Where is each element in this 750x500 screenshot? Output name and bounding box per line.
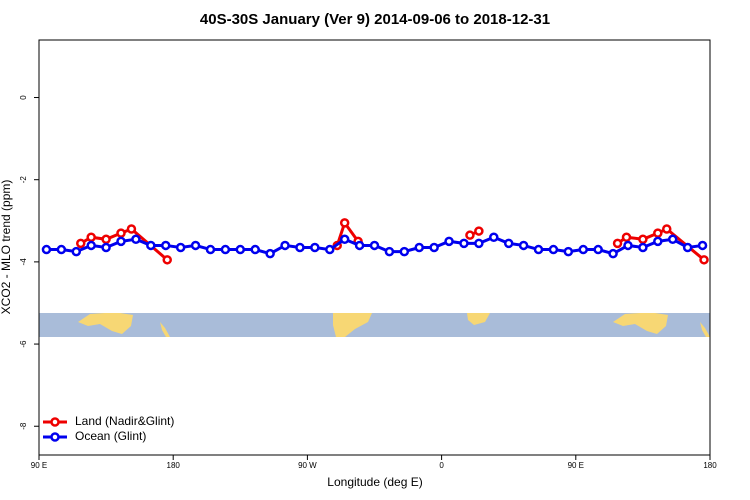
x-tick-label: 180 bbox=[703, 461, 717, 470]
point bbox=[295, 242, 305, 253]
point bbox=[444, 236, 454, 247]
point bbox=[339, 218, 350, 228]
point bbox=[116, 228, 126, 238]
point bbox=[414, 242, 424, 253]
y-tick-label: -8 bbox=[19, 422, 28, 430]
point bbox=[533, 244, 544, 255]
point bbox=[71, 246, 82, 257]
point bbox=[518, 240, 529, 251]
point bbox=[101, 242, 111, 253]
chart-title: 40S-30S January (Ver 9) 2014-09-06 to 20… bbox=[200, 11, 550, 28]
map-strip bbox=[39, 313, 710, 337]
point bbox=[623, 240, 633, 251]
point bbox=[190, 240, 201, 251]
point bbox=[621, 232, 632, 242]
point bbox=[682, 242, 693, 253]
point bbox=[220, 244, 231, 255]
point bbox=[146, 240, 156, 251]
point bbox=[638, 234, 648, 245]
legend-marker bbox=[50, 432, 60, 442]
point bbox=[250, 244, 260, 255]
point bbox=[653, 236, 663, 247]
point bbox=[399, 246, 410, 257]
point bbox=[612, 238, 623, 249]
point bbox=[76, 238, 86, 249]
x-axis-label: Longitude (deg E) bbox=[327, 475, 422, 489]
y-tick-label: 0 bbox=[19, 95, 28, 100]
point bbox=[354, 240, 365, 251]
x-tick-label: 90 E bbox=[568, 461, 584, 470]
y-tick-label: -2 bbox=[19, 176, 28, 184]
point bbox=[265, 248, 275, 259]
y-tick-label: -6 bbox=[19, 340, 28, 348]
point bbox=[608, 248, 618, 259]
point bbox=[235, 244, 246, 255]
point bbox=[474, 226, 484, 236]
point bbox=[459, 238, 469, 249]
point bbox=[325, 244, 335, 255]
point bbox=[205, 244, 216, 255]
point bbox=[667, 234, 678, 245]
point bbox=[593, 244, 603, 255]
point bbox=[503, 238, 514, 249]
plot-frame bbox=[38, 39, 711, 456]
point bbox=[280, 240, 290, 251]
point bbox=[41, 244, 52, 255]
point bbox=[662, 224, 672, 234]
point bbox=[369, 240, 380, 251]
point bbox=[339, 234, 350, 245]
x-tick-label: 90 E bbox=[31, 461, 47, 470]
legend-marker bbox=[50, 417, 60, 427]
point bbox=[175, 242, 186, 253]
point bbox=[638, 242, 648, 253]
legend-label: Ocean (Glint) bbox=[75, 429, 146, 443]
point bbox=[548, 244, 559, 255]
point bbox=[86, 240, 96, 251]
point bbox=[56, 244, 67, 255]
point bbox=[126, 224, 137, 234]
x-tick-label: 180 bbox=[167, 461, 181, 470]
point bbox=[653, 228, 663, 238]
point bbox=[162, 255, 172, 265]
point bbox=[86, 232, 96, 242]
point bbox=[489, 232, 499, 242]
x-tick-label: 90 W bbox=[298, 461, 317, 470]
point bbox=[384, 246, 395, 257]
point bbox=[563, 246, 574, 257]
point bbox=[699, 255, 709, 265]
point bbox=[116, 236, 126, 247]
point bbox=[429, 242, 439, 253]
point bbox=[160, 240, 171, 251]
y-axis-label: XCO2 - MLO trend (ppm) bbox=[0, 180, 13, 315]
point bbox=[697, 240, 708, 251]
legend-label: Land (Nadir&Glint) bbox=[75, 414, 174, 428]
point bbox=[578, 244, 589, 255]
y-tick-label: -4 bbox=[19, 258, 28, 266]
point bbox=[310, 242, 320, 253]
point bbox=[465, 230, 475, 240]
x-tick-label: 0 bbox=[439, 461, 444, 470]
point bbox=[101, 234, 111, 245]
point bbox=[474, 238, 484, 249]
point bbox=[131, 234, 141, 245]
